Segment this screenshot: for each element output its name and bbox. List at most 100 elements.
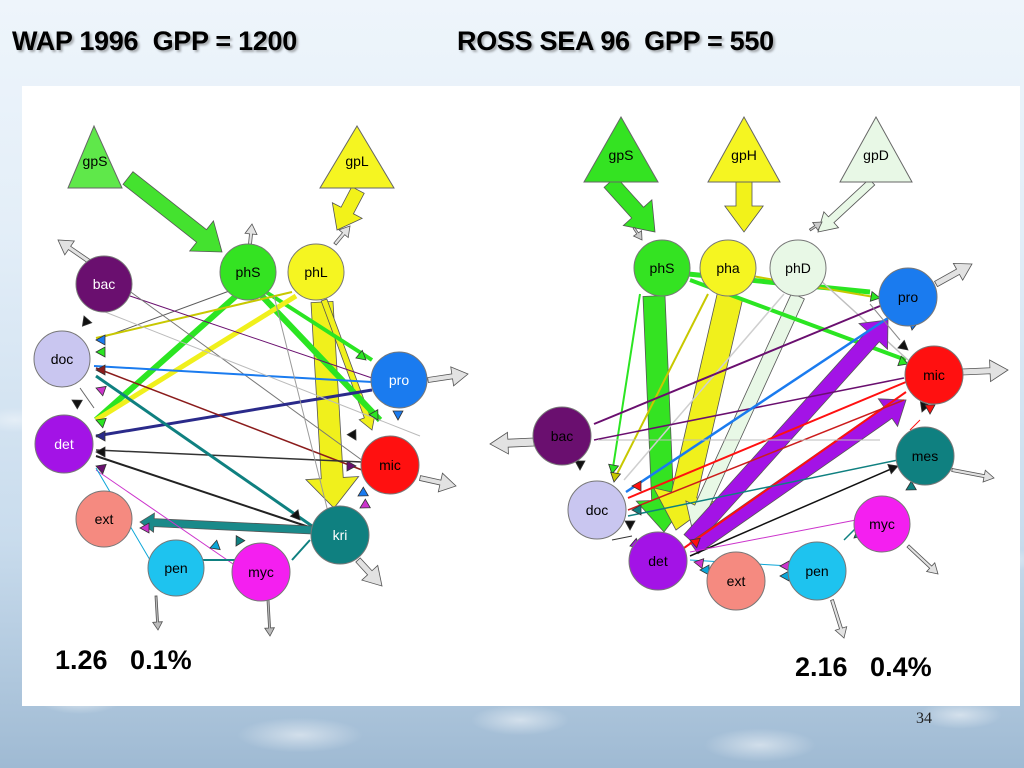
arrowhead — [869, 290, 881, 302]
flow-arrow-kri-doc — [95, 374, 313, 528]
flow-arrow-phl-doc — [95, 291, 293, 339]
arrowhead — [897, 355, 909, 367]
flow-arrow-kri-det — [95, 455, 313, 529]
node-label: gpS — [609, 147, 634, 163]
arrowhead — [289, 509, 301, 521]
node-label: pro — [389, 372, 409, 388]
flow-arrow-doc-pro — [625, 316, 889, 494]
flow-arrow-mic-doc2 — [627, 399, 905, 511]
title-wap: WAP 1996 GPP = 1200 — [12, 26, 297, 56]
flow-arrow-bac-pro — [129, 295, 373, 379]
arrowhead — [689, 537, 701, 549]
node-wap-gpL: gpL — [319, 125, 395, 189]
node-label: det — [54, 436, 74, 452]
node-ross-myc: myc — [853, 495, 911, 553]
arrowhead — [209, 539, 221, 551]
arrowhead — [919, 401, 931, 413]
node-circle — [370, 351, 428, 409]
arrowhead — [624, 520, 636, 531]
arrowhead — [346, 460, 357, 472]
node-label: phS — [236, 264, 261, 280]
node-ross-bac: bac — [532, 406, 592, 466]
node-label: bac — [551, 428, 574, 444]
node-label: phS — [650, 260, 675, 276]
node-label: pen — [805, 563, 828, 579]
node-wap-pen: pen — [147, 539, 205, 597]
arrowhead — [95, 430, 106, 442]
node-label: gpD — [863, 147, 889, 163]
flow-arrows — [57, 171, 1009, 639]
stat-wap: 1.26 0.1% — [55, 645, 192, 675]
flow-arrow-pro-mic — [869, 303, 901, 341]
flow-arrow-bac-pro — [593, 305, 881, 425]
arrowhead — [95, 463, 107, 475]
node-ross-mes: mes — [895, 426, 955, 486]
node-ross-pro: pro — [878, 267, 938, 327]
node-circle — [567, 480, 627, 540]
export-arrow-phd — [808, 221, 823, 232]
node-label: gpH — [731, 147, 757, 163]
node-label: doc — [51, 351, 74, 367]
node-label: myc — [248, 564, 274, 580]
node-wap-bac: bac — [75, 255, 133, 313]
flow-arrow-bac-mic-thin — [99, 309, 421, 437]
node-label: mes — [912, 448, 938, 464]
node-ross-pha: pha — [699, 239, 757, 297]
flow-arrow-det-doc — [79, 387, 95, 409]
flow-arrow-gpl-phl — [331, 186, 365, 231]
node-wap-myc: myc — [231, 542, 291, 602]
flow-arrow-phd-mic — [819, 279, 909, 361]
arrowhead — [897, 339, 909, 351]
node-wap-ext: ext — [75, 490, 133, 548]
node-circle — [895, 426, 955, 486]
node-circle — [769, 239, 827, 297]
source-triangle — [707, 115, 781, 183]
export-arrow-phs — [632, 226, 643, 241]
node-label: phD — [785, 260, 811, 276]
node-circle — [904, 345, 964, 405]
arrowhead — [71, 399, 83, 410]
node-circle — [853, 495, 911, 553]
flow-arrow-mic-det — [683, 391, 907, 549]
node-label: phL — [304, 264, 328, 280]
node-wap-kri: kri — [310, 505, 370, 565]
node-circle — [33, 330, 91, 388]
node-label: doc — [586, 502, 609, 518]
node-circle — [75, 255, 133, 313]
node-circle — [75, 490, 133, 548]
arrowhead — [631, 504, 642, 516]
arrowhead — [95, 417, 107, 429]
node-ross-mic: mic — [904, 345, 964, 405]
flow-arrow-gps-phs — [603, 176, 656, 233]
arrowhead — [887, 463, 899, 475]
export-arrow-phl — [333, 225, 351, 246]
arrowhead — [359, 498, 371, 509]
diagram-panel — [22, 86, 1020, 706]
node-ross-doc: doc — [567, 480, 627, 540]
flow-arrow-gph-pha — [724, 181, 764, 233]
arrowhead — [95, 446, 106, 458]
node-circle — [147, 539, 205, 597]
source-triangle — [583, 115, 659, 183]
node-label: ext — [727, 573, 746, 589]
arrowhead — [693, 558, 705, 570]
arrowhead — [608, 463, 620, 475]
flow-arrow-mic-det — [95, 449, 363, 463]
flow-arrow-kri-myc — [291, 539, 311, 561]
flow-arrow-mes-myc — [843, 527, 857, 541]
node-wap-pro: pro — [370, 351, 428, 409]
flow-arrow-mic-doc — [95, 367, 363, 471]
flow-arrow-myc-det — [689, 519, 857, 553]
export-arrow-myc — [264, 599, 276, 637]
arrowhead — [392, 410, 404, 421]
arrowhead — [368, 409, 379, 421]
arrowhead — [95, 364, 106, 376]
node-circle — [310, 505, 370, 565]
node-wap-mic: mic — [360, 435, 420, 495]
export-arrow-pen — [830, 599, 848, 639]
export-arrow-bac — [489, 431, 535, 455]
node-label: gpS — [83, 153, 108, 169]
node-wap-gpS: gpS — [67, 124, 123, 189]
flow-arrow-bac-mic — [127, 289, 371, 467]
